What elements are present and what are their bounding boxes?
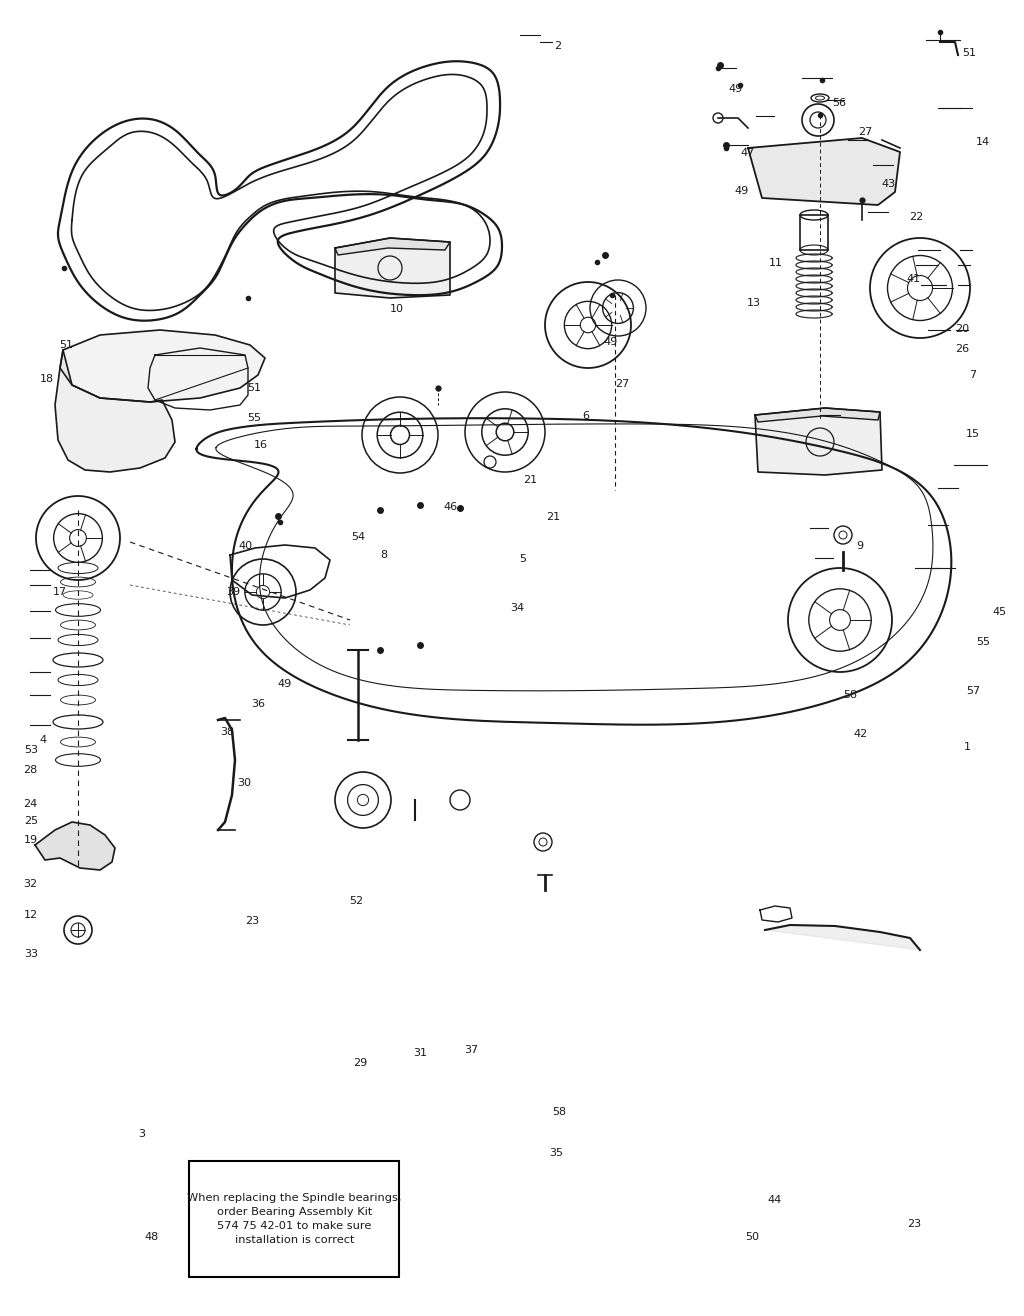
Text: 48: 48 [144,1232,159,1242]
Polygon shape [748,138,900,205]
Text: 41: 41 [906,274,921,284]
Text: 13: 13 [746,297,761,308]
Text: 47: 47 [740,147,755,158]
Text: 58: 58 [552,1107,566,1117]
Text: 44: 44 [767,1195,781,1205]
Text: When replacing the Spindle bearings,
order Bearing Assembly Kit
574 75 42-01 to : When replacing the Spindle bearings, ord… [187,1192,401,1245]
Text: 54: 54 [351,532,366,542]
Text: 18: 18 [40,374,54,384]
Text: 49: 49 [728,84,742,95]
Text: 34: 34 [510,603,524,613]
Text: 49: 49 [603,337,617,347]
Text: 57: 57 [966,686,980,696]
Text: 5: 5 [519,554,525,565]
Text: 21: 21 [523,475,538,486]
Text: 51: 51 [247,383,261,393]
Polygon shape [755,408,880,422]
Polygon shape [335,238,450,255]
Text: 46: 46 [443,501,458,512]
Text: 26: 26 [955,343,970,354]
Text: 58: 58 [843,690,857,700]
Text: 14: 14 [976,137,990,147]
Text: 6: 6 [583,411,589,421]
Text: 32: 32 [24,879,38,890]
Text: 35: 35 [549,1148,563,1158]
Text: 36: 36 [251,699,265,709]
Text: 1: 1 [965,742,971,753]
Bar [800,215,828,250]
Text: 40: 40 [239,541,253,551]
Text: 22: 22 [909,212,924,222]
Text: 31: 31 [413,1048,427,1058]
Text: 16: 16 [254,440,268,450]
Polygon shape [335,238,450,297]
Text: 39: 39 [226,587,241,597]
Text: 43: 43 [882,179,896,190]
Polygon shape [35,822,115,870]
Text: 27: 27 [615,379,630,390]
Polygon shape [60,330,265,401]
Text: 49: 49 [278,679,292,690]
Text: 52: 52 [349,896,364,907]
Text: 49: 49 [734,186,749,196]
Text: 17: 17 [52,587,67,597]
Polygon shape [55,350,175,472]
Text: 12: 12 [24,909,38,920]
Bar [189,1161,399,1277]
Text: 27: 27 [858,126,872,137]
Text: 23: 23 [245,916,259,926]
Text: 51: 51 [59,340,74,350]
Text: 21: 21 [546,512,560,522]
Text: 33: 33 [24,949,38,959]
Text: 56: 56 [833,97,847,108]
Text: 20: 20 [955,324,970,334]
Text: 37: 37 [464,1045,478,1055]
Text: 7: 7 [970,370,976,380]
Text: 55: 55 [976,637,990,647]
Text: 42: 42 [853,729,867,740]
Polygon shape [755,408,882,475]
Text: 23: 23 [907,1219,922,1229]
Text: 15: 15 [966,429,980,440]
Text: 51: 51 [962,47,976,58]
Text: 10: 10 [390,304,404,315]
Text: 38: 38 [220,726,234,737]
Text: 9: 9 [857,541,863,551]
Text: 25: 25 [24,816,38,826]
Text: 8: 8 [381,550,387,561]
Text: 29: 29 [353,1058,368,1069]
Text: 45: 45 [992,607,1007,617]
Text: 19: 19 [24,834,38,845]
Text: 4: 4 [40,734,46,745]
Text: 3: 3 [138,1129,144,1140]
Text: 24: 24 [24,799,38,809]
Text: 28: 28 [24,765,38,775]
Text: 53: 53 [24,745,38,755]
Text: 11: 11 [769,258,783,268]
Text: 55: 55 [247,413,261,424]
Text: 2: 2 [555,41,561,51]
Text: 30: 30 [237,778,251,788]
Polygon shape [765,925,920,950]
Text: 50: 50 [745,1232,760,1242]
